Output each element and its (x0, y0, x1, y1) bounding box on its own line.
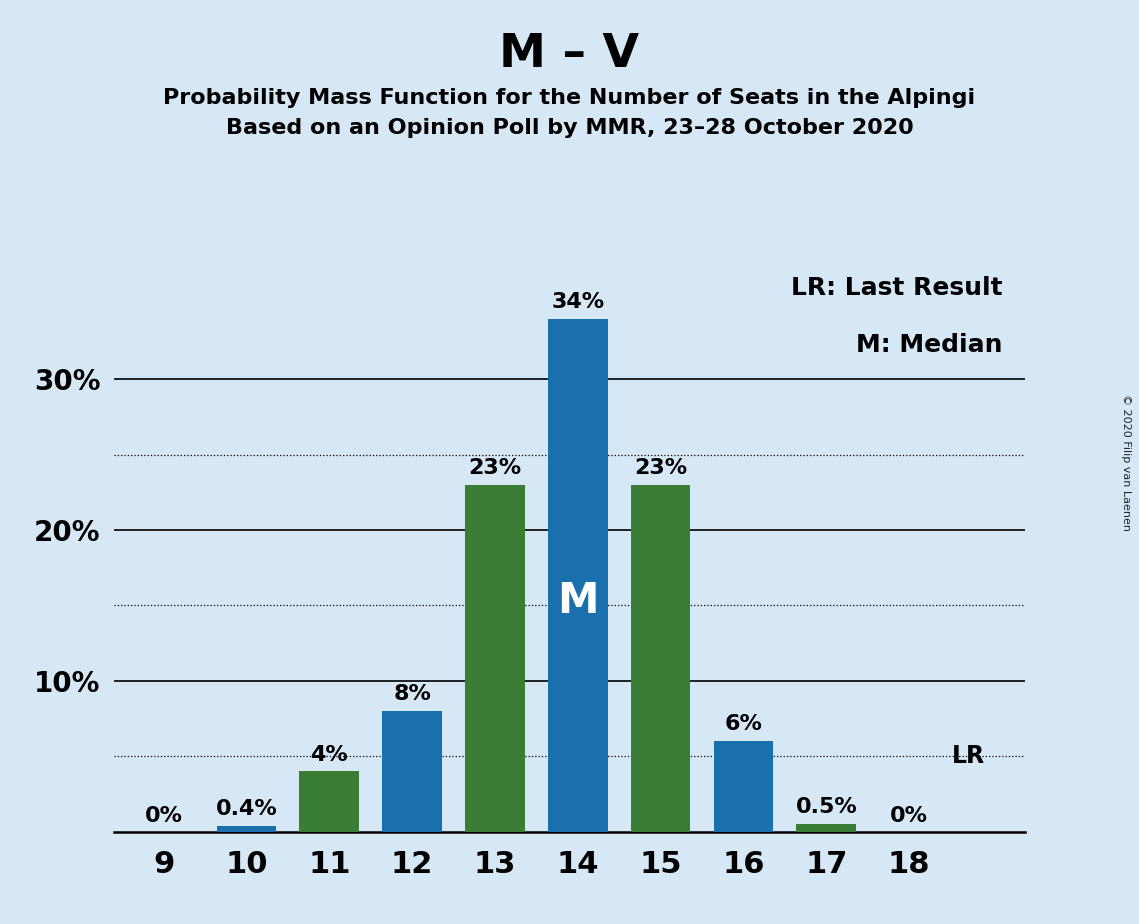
Text: 0%: 0% (145, 807, 182, 826)
Text: 8%: 8% (393, 684, 431, 704)
Text: 0.5%: 0.5% (795, 797, 858, 817)
Bar (300, 772, 359, 832)
Text: LR: LR (952, 744, 985, 768)
Bar (631, 485, 690, 832)
Text: Probability Mass Function for the Number of Seats in the Alpingi: Probability Mass Function for the Number… (163, 88, 976, 108)
Text: 6%: 6% (724, 714, 762, 735)
Text: Based on an Opinion Poll by MMR, 23–28 October 2020: Based on an Opinion Poll by MMR, 23–28 O… (226, 118, 913, 139)
Bar (548, 319, 607, 832)
Bar (714, 741, 773, 832)
Text: 4%: 4% (311, 745, 349, 764)
Text: M – V: M – V (499, 32, 640, 78)
Bar (796, 824, 857, 832)
Text: M: Median: M: Median (855, 334, 1002, 358)
Bar (465, 485, 525, 832)
Text: M: M (557, 580, 598, 622)
Text: 0%: 0% (891, 807, 928, 826)
Text: 23%: 23% (634, 458, 687, 478)
Text: © 2020 Filip van Laenen: © 2020 Filip van Laenen (1121, 394, 1131, 530)
Text: 23%: 23% (468, 458, 522, 478)
Text: LR: Last Result: LR: Last Result (790, 276, 1002, 300)
Bar (383, 711, 442, 832)
Text: 0.4%: 0.4% (215, 798, 277, 819)
Bar (216, 825, 277, 832)
Text: 34%: 34% (551, 292, 605, 312)
